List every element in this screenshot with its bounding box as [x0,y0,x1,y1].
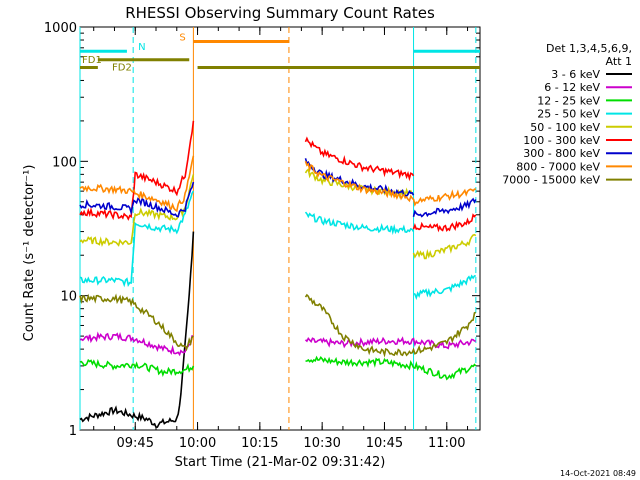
series-line [79,155,195,213]
series-4 [79,190,476,301]
x-axis-label: Start Time (21-Mar-02 09:31:42) [175,455,386,470]
x-tick-label: 11:00 [428,436,465,451]
flag-bar-label: FD2 [112,62,132,73]
x-axis: 09:45 10:00 10:15 10:30 10:45 11:00 [93,27,469,451]
y-tick-label: 100 [52,155,77,170]
y-tick-label: 1 [69,424,77,439]
series-line [413,274,476,301]
series-line [79,181,195,218]
series-line [79,358,195,377]
legend-label: 7000 - 15000 keV [502,174,600,187]
flag-bar-label: FD1 [82,55,102,66]
series-2 [79,331,476,357]
series-line [412,197,477,218]
series-line [304,336,476,350]
series-line [304,160,415,203]
series-line [304,211,415,236]
legend-subtitle: Att 1 [606,55,632,68]
series-line [412,213,477,233]
flag-bar-label: S [179,32,185,43]
series-lines [79,120,477,429]
series-3 [79,355,477,381]
chart-title: RHESSI Observing Summary Count Rates [125,4,435,22]
series-line [79,190,195,288]
x-tick-label: 09:45 [117,436,154,451]
series-6 [79,120,477,233]
series-line [79,331,194,357]
y-axis-label: Count Rate (s⁻¹ detector⁻¹) [22,165,37,342]
legend-label: 100 - 300 keV [523,134,600,147]
legend-title: Det 1,3,4,5,6,9, [546,42,632,55]
flag-bars: S FD1 FD2 [80,32,480,73]
x-tick-label: 10:00 [179,436,216,451]
legend-label: 800 - 7000 keV [516,160,600,173]
series-8 [79,155,476,213]
y-tick-label: 1000 [44,21,77,36]
legend-label: 25 - 50 keV [537,108,600,121]
series-line [79,120,195,221]
series-line [304,136,415,182]
legend-label: 300 - 800 keV [523,147,600,160]
series-line [412,233,477,260]
series-line [79,231,195,429]
series-1 [79,231,195,429]
series-line [412,188,476,207]
legend-label: 3 - 6 keV [551,68,600,81]
legend-label: 50 - 100 keV [530,121,600,134]
series-line [79,293,194,352]
legend-label: 6 - 12 keV [544,81,600,94]
y-axis: 1 10 100 1000 [44,21,480,439]
series-line [305,355,477,381]
series-9 [79,293,477,358]
x-tick-label: 10:30 [303,436,340,451]
series-line [304,293,477,358]
y-tick-label: 10 [60,290,77,305]
event-marker-label: N [138,42,145,53]
legend-label: 12 - 25 keV [537,94,600,107]
series-line [79,174,195,247]
x-tick-label: 10:15 [241,436,278,451]
footer-timestamp: 14-Oct-2021 08:49 [560,469,636,478]
x-tick-label: 10:45 [366,436,403,451]
